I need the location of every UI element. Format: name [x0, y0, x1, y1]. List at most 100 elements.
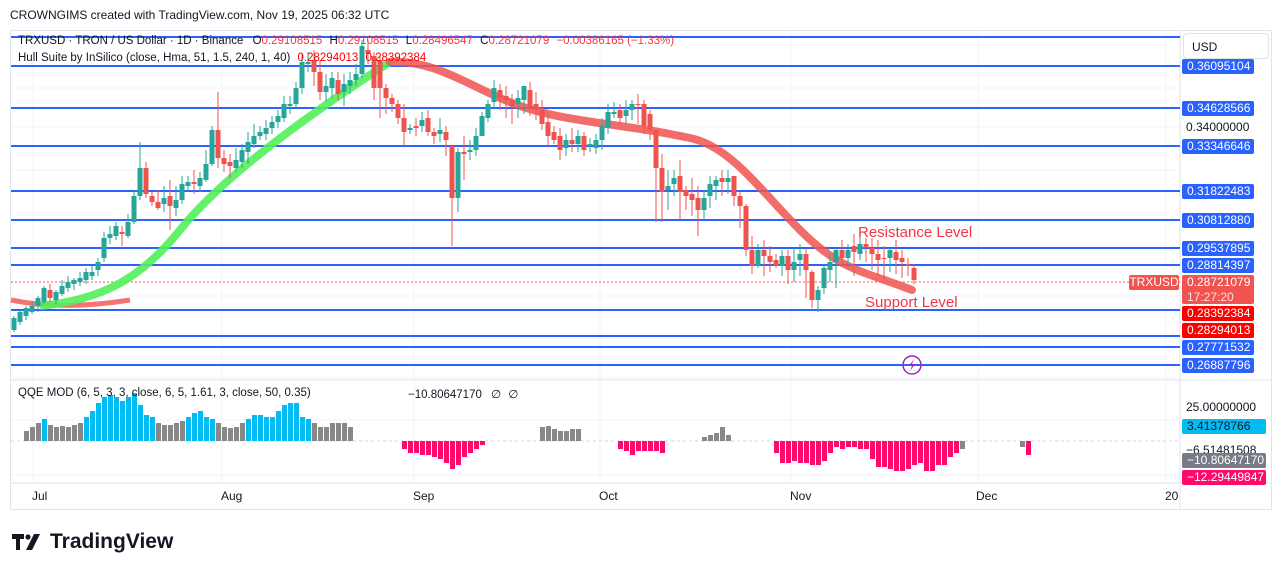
- candle-body: [449, 146, 455, 198]
- current-price-label: 0.28721079 17:27:20: [1182, 275, 1254, 304]
- qqe-bar: [102, 397, 107, 441]
- price-level-label: 0.33346646: [1182, 139, 1254, 154]
- qqe-bar: [456, 441, 461, 465]
- time-tick: Oct: [599, 489, 618, 503]
- candle-body: [371, 56, 377, 88]
- candle-body: [809, 272, 815, 300]
- qqe-bar: [798, 441, 803, 463]
- tradingview-logo[interactable]: TradingView: [12, 530, 173, 554]
- qqe-bar: [714, 433, 719, 441]
- qqe-bar: [318, 427, 323, 441]
- chart-frame: [10, 30, 1272, 510]
- qqe-tick: 25.00000000: [1186, 400, 1257, 414]
- candle-body: [155, 202, 161, 208]
- qqe-bar: [300, 417, 305, 441]
- candle-body: [413, 126, 419, 128]
- candle-body: [485, 104, 491, 118]
- qqe-bar: [876, 441, 881, 467]
- qqe-bar: [270, 417, 275, 441]
- candle-body: [389, 98, 395, 104]
- currency-selector[interactable]: USD: [1183, 33, 1269, 59]
- candle-body: [101, 238, 107, 258]
- candle-body: [65, 282, 71, 288]
- candle-body: [683, 190, 689, 196]
- symbol-legend: TRXUSD · TRON / US Dollar · 1D · Binance…: [18, 35, 675, 47]
- qqe-bar: [60, 426, 65, 441]
- qqe-bar: [150, 417, 155, 441]
- candle-body: [575, 136, 581, 144]
- qqe-bar: [438, 441, 443, 459]
- lightning-icon: [902, 355, 922, 375]
- candle-body: [797, 254, 803, 260]
- qqe-bar: [726, 435, 731, 441]
- candle-body: [257, 132, 263, 136]
- candle-body: [317, 72, 323, 92]
- candle-body: [509, 100, 515, 106]
- qqe-bar: [708, 435, 713, 441]
- candle-body: [479, 116, 485, 136]
- qqe-bar: [654, 441, 659, 451]
- qqe-bar: [552, 429, 557, 441]
- candle-body: [815, 290, 821, 300]
- qqe-bar: [816, 441, 821, 465]
- candle-body: [599, 126, 605, 140]
- qqe-bar: [306, 419, 311, 441]
- qqe-bar: [138, 405, 143, 441]
- qqe-bar: [414, 441, 419, 453]
- qqe-bar: [624, 441, 629, 451]
- candle-body: [269, 122, 275, 128]
- qqe-bar: [114, 397, 119, 441]
- qqe-bar: [216, 423, 221, 441]
- candle-body: [605, 112, 611, 128]
- candle-body: [641, 104, 647, 126]
- candle-body: [215, 130, 221, 158]
- candle-body: [593, 140, 599, 148]
- candle-body: [143, 168, 149, 194]
- qqe-bar: [828, 441, 833, 453]
- hull-value-1: 0.28294013: [297, 52, 359, 64]
- candle-body: [353, 74, 359, 80]
- close-value: 0.28721079: [488, 35, 550, 47]
- candle-body: [767, 256, 773, 262]
- qqe-bar: [618, 441, 623, 449]
- candle-body: [845, 250, 851, 258]
- candle-body: [347, 80, 353, 86]
- price-level-label: 0.28814397: [1182, 258, 1254, 273]
- qqe-bar: [576, 429, 581, 441]
- qqe-bar: [162, 425, 167, 441]
- hull-price-label: 0.28294013: [1182, 323, 1254, 338]
- qqe-bar: [906, 441, 911, 469]
- candle-body: [119, 232, 125, 234]
- candle-body: [521, 86, 527, 100]
- change-value: −0.00386165 (−1.33%): [556, 35, 675, 47]
- candle-body: [23, 308, 29, 316]
- indicator-legend[interactable]: Hull Suite by InSilico (close, Hma, 51, …: [18, 52, 426, 64]
- time-tick: Sep: [413, 489, 435, 503]
- candle-body: [725, 178, 731, 182]
- qqe-bar: [792, 441, 797, 461]
- qqe-bar: [90, 411, 95, 441]
- qqe-bar: [852, 441, 857, 447]
- qqe-bar: [840, 441, 845, 449]
- candle-body: [659, 168, 665, 192]
- qqe-bar: [546, 426, 551, 441]
- candle-body: [887, 250, 893, 258]
- time-tick: Dec: [976, 489, 998, 503]
- candle-body: [137, 168, 143, 196]
- candle-body: [425, 118, 431, 132]
- qqe-bar: [642, 441, 647, 451]
- candle-body: [851, 246, 857, 252]
- qqe-bar: [894, 441, 899, 471]
- qqe-bar: [912, 441, 917, 465]
- candle-body: [617, 110, 623, 118]
- qqe-bar: [720, 427, 725, 441]
- candle-body: [881, 258, 887, 259]
- candle-body: [755, 250, 761, 266]
- qqe-legend[interactable]: QQE MOD (6, 5, 3, 3, close, 6, 5, 1.61, …: [18, 387, 311, 399]
- price-level-label: 0.27771532: [1182, 340, 1254, 355]
- candle-body: [503, 96, 509, 100]
- candle-body: [833, 250, 839, 262]
- candle-body: [191, 182, 197, 184]
- candle-body: [125, 222, 131, 236]
